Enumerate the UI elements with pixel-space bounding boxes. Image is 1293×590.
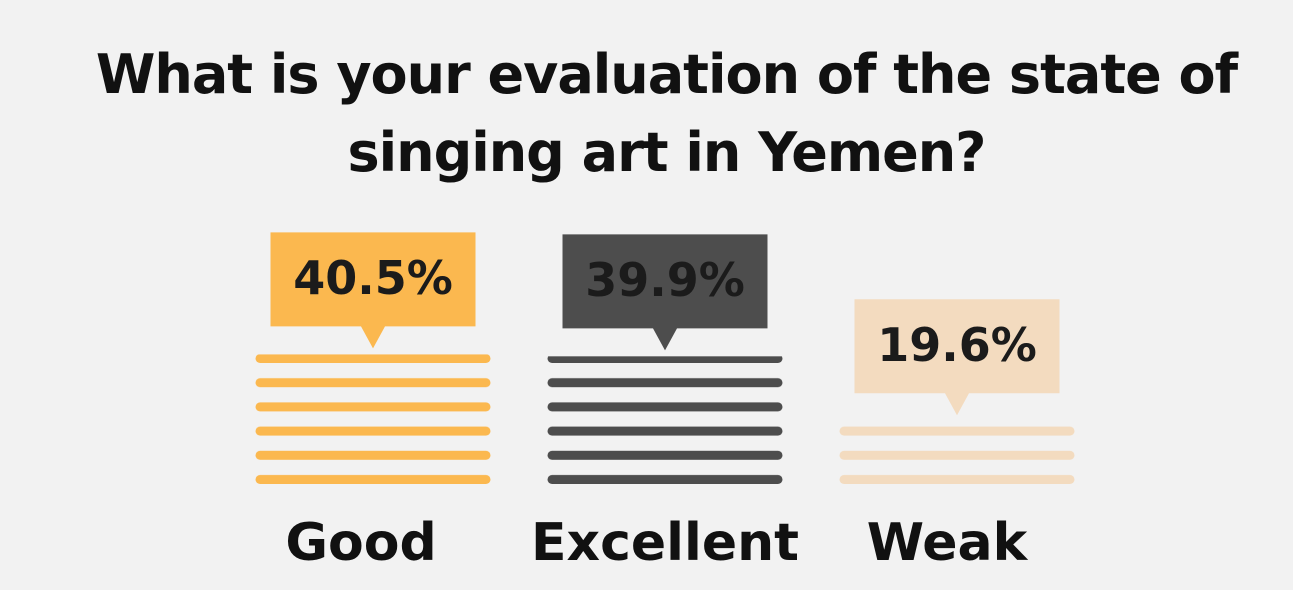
- chart-title: What is your evaluation of the state of …: [95, 43, 1238, 184]
- callout: [270, 232, 476, 349]
- bar: [255, 354, 491, 484]
- category-label: Weak: [867, 513, 1029, 573]
- value-label: 19.6%: [877, 318, 1037, 372]
- bar: [547, 356, 783, 484]
- bar: [839, 421, 1075, 484]
- category-label: Good: [285, 513, 436, 573]
- callout: [562, 234, 768, 351]
- category-label: Excellent: [531, 513, 799, 573]
- value-label: 40.5%: [293, 251, 453, 305]
- value-label: 39.9%: [585, 253, 745, 307]
- callout: [854, 299, 1060, 416]
